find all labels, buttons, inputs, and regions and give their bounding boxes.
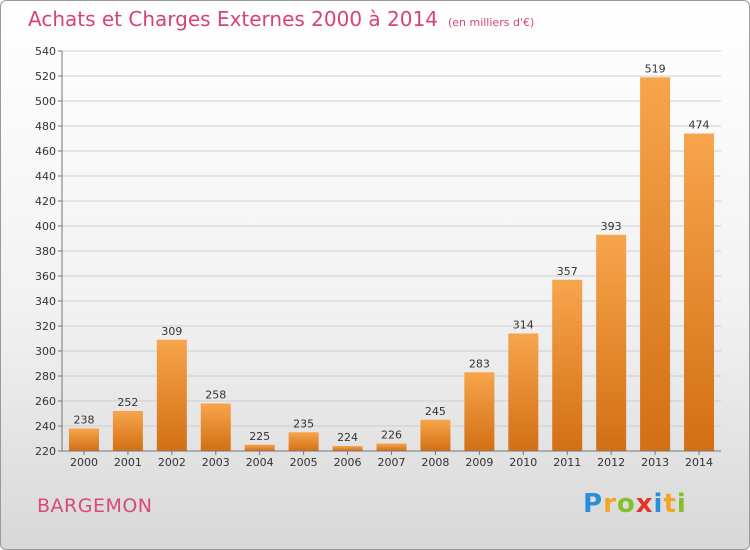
proxiti-logo: Proxiti <box>583 489 687 519</box>
chart-title-text: Achats et Charges Externes 2000 à 2014 <box>28 7 438 31</box>
x-tick-label: 2003 <box>202 456 230 469</box>
y-tick-label: 260 <box>35 395 56 408</box>
x-tick-label: 2012 <box>597 456 625 469</box>
bar-2002 <box>156 339 187 451</box>
bars <box>68 77 715 451</box>
chart-title: Achats et Charges Externes 2000 à 2014 (e… <box>28 7 534 31</box>
bar-2000 <box>68 428 99 451</box>
y-tick-label: 340 <box>35 295 56 308</box>
x-tick-label: 2000 <box>70 456 98 469</box>
bar-2008 <box>420 419 451 451</box>
y-tick-label: 320 <box>35 320 56 333</box>
y-tick-label: 480 <box>35 120 56 133</box>
bar-2004 <box>244 444 275 451</box>
bar-2011 <box>552 279 583 451</box>
bar-2005 <box>288 432 319 451</box>
y-tick-label: 400 <box>35 220 56 233</box>
y-tick-label: 440 <box>35 170 56 183</box>
bar-2009 <box>464 372 495 451</box>
x-tick-label: 2006 <box>334 456 362 469</box>
y-tick-label: 420 <box>35 195 56 208</box>
x-tick-label: 2008 <box>421 456 449 469</box>
x-tick-label: 2014 <box>685 456 713 469</box>
data-label-2005: 235 <box>293 417 314 430</box>
bar-2013 <box>640 77 671 451</box>
y-tick-label: 300 <box>35 345 56 358</box>
x-tick-label: 2004 <box>246 456 274 469</box>
data-label-2004: 225 <box>249 430 270 443</box>
x-tick-label: 2005 <box>290 456 318 469</box>
chart-subtitle: (en milliers d'€) <box>447 16 535 29</box>
data-label-2009: 283 <box>469 357 490 370</box>
data-label-2012: 393 <box>601 220 622 233</box>
bar-2012 <box>596 234 627 451</box>
data-label-2011: 357 <box>557 265 578 278</box>
bar-2014 <box>684 133 715 451</box>
data-labels: 238 252 309 258 225 235 224 226 245 283 314 357 393 5… <box>73 62 709 444</box>
data-label-2008: 245 <box>425 405 446 418</box>
bar-2010 <box>508 333 539 451</box>
y-tick-label: 280 <box>35 370 56 383</box>
data-label-2000: 238 <box>73 414 94 427</box>
x-tick-label: 2011 <box>553 456 581 469</box>
bar-2006 <box>332 446 363 451</box>
y-tick-label: 460 <box>35 145 56 158</box>
x-tick-label: 2001 <box>114 456 142 469</box>
data-label-2006: 224 <box>337 431 358 444</box>
x-tick-label: 2007 <box>378 456 406 469</box>
y-tick-label: 520 <box>35 70 56 83</box>
y-tick-label: 540 <box>35 45 56 58</box>
data-label-2010: 314 <box>513 319 534 332</box>
y-tick-label: 360 <box>35 270 56 283</box>
y-tick-label: 220 <box>35 445 56 458</box>
data-label-2003: 258 <box>205 389 226 402</box>
x-tick-label: 2013 <box>641 456 669 469</box>
axes: 220 240 260 280 300 320 340 360 380 400 420 440 460 4… <box>35 45 721 469</box>
y-tick-label: 500 <box>35 95 56 108</box>
y-tick-label: 380 <box>35 245 56 258</box>
data-label-2001: 252 <box>117 396 138 409</box>
bar-2001 <box>112 411 143 451</box>
x-tick-label: 2002 <box>158 456 186 469</box>
data-label-2014: 474 <box>689 119 710 132</box>
bar-2007 <box>376 443 407 451</box>
y-tick-label: 240 <box>35 420 56 433</box>
x-tick-label: 2010 <box>509 456 537 469</box>
data-label-2007: 226 <box>381 429 402 442</box>
data-label-2013: 519 <box>645 62 666 75</box>
data-label-2002: 309 <box>161 325 182 338</box>
bar-2003 <box>200 403 231 451</box>
x-tick-label: 2009 <box>465 456 493 469</box>
commune-name: BARGEMON <box>37 495 153 517</box>
